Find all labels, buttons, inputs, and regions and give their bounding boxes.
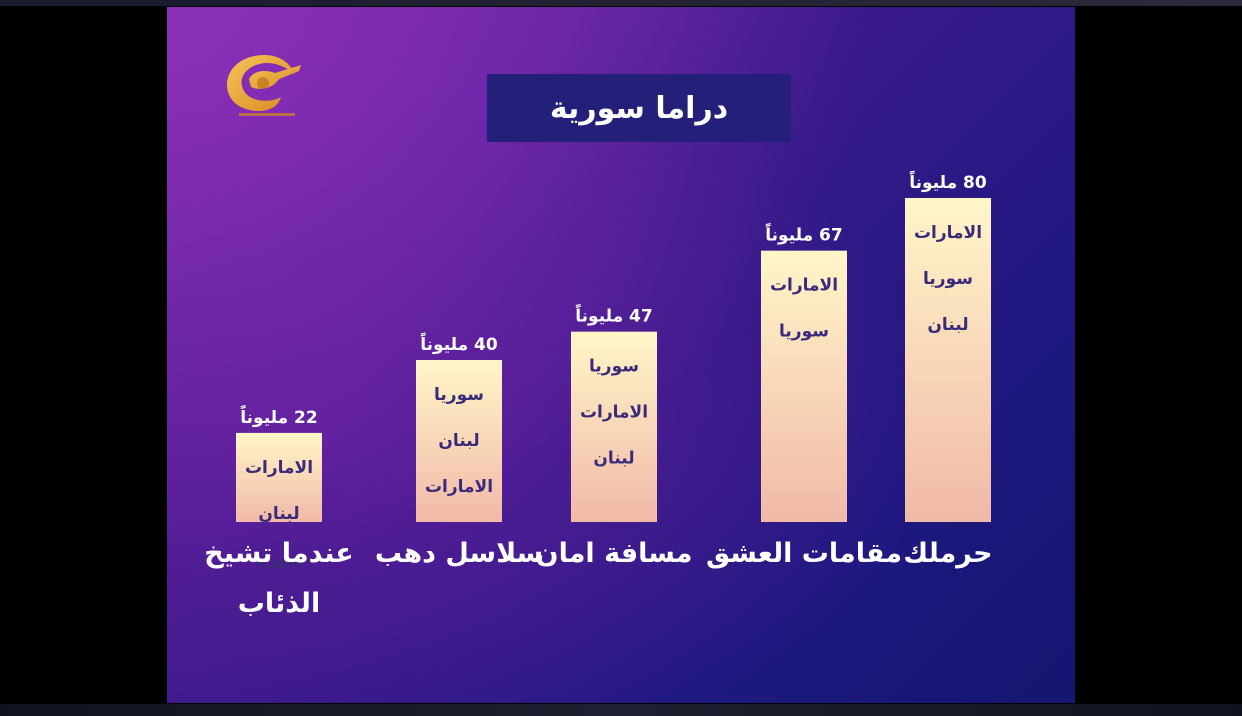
bar-country-label: الامارات xyxy=(245,458,313,478)
bar-country-label: الامارات xyxy=(580,403,648,423)
bar-2 xyxy=(761,250,847,522)
bar-value-label: 47 مليوناً xyxy=(575,303,653,327)
bar-value-label: 40 مليوناً xyxy=(420,331,498,355)
al-mayadeen-logo-icon xyxy=(227,55,301,116)
category-label: حرملك xyxy=(903,538,992,569)
bar-country-label: لبنان xyxy=(593,449,634,469)
bar-country-label: لبنان xyxy=(258,504,299,524)
chart-title-box: دراما سورية xyxy=(487,74,791,142)
bar-3 xyxy=(571,331,657,522)
top-letterbox xyxy=(0,0,1242,6)
category-label: مقامات العشق xyxy=(706,538,902,569)
chart-title: دراما سورية xyxy=(549,90,729,126)
bar-chart: 80 مليوناً الامارات سوريا لبنان حرملك 67 مليو… xyxy=(204,169,992,619)
bar-country-label: لبنان xyxy=(927,315,968,335)
bar-country-label: الامارات xyxy=(914,223,982,243)
bar-5 xyxy=(236,432,322,522)
category-label: الذئاب xyxy=(238,588,320,619)
broadcast-panel: دراما سورية 80 مليوناً الامارات سوريا لبنان… xyxy=(167,7,1075,703)
bar-country-label: سوريا xyxy=(254,550,304,570)
bar-4 xyxy=(416,360,502,522)
bar-country-label: لبنان xyxy=(438,431,479,451)
bar-value-label: 22 مليوناً xyxy=(240,404,318,428)
category-label: سلاسل دهب xyxy=(375,538,543,569)
bar-country-label: سوريا xyxy=(779,322,829,342)
bar-country-label: سوريا xyxy=(434,385,484,405)
bar-country-label: الامارات xyxy=(425,477,493,497)
bar-1 xyxy=(905,198,991,522)
bar-country-label: سوريا xyxy=(589,357,639,377)
bar-country-label: الامارات xyxy=(770,276,838,296)
bottom-letterbox xyxy=(0,704,1242,716)
bar-value-label: 67 مليوناً xyxy=(765,222,843,246)
bar-country-label: سوريا xyxy=(923,269,973,289)
category-label: مسافة امان xyxy=(536,538,693,569)
bar-value-label: 80 مليوناً xyxy=(909,169,987,193)
category-label: عندما تشيخ xyxy=(204,538,353,569)
